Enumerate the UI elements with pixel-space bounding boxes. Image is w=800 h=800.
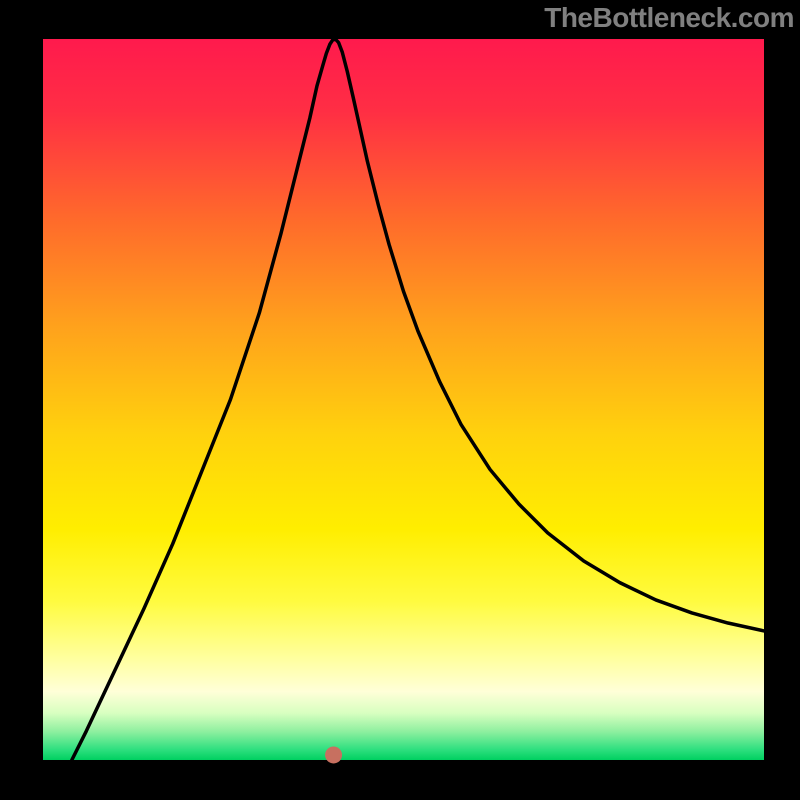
marker-dot xyxy=(325,746,342,763)
watermark-label: TheBottleneck.com xyxy=(544,0,800,34)
plot-background xyxy=(43,39,764,760)
chart-container: TheBottleneck.com xyxy=(0,0,800,800)
bottleneck-chart xyxy=(0,0,800,800)
